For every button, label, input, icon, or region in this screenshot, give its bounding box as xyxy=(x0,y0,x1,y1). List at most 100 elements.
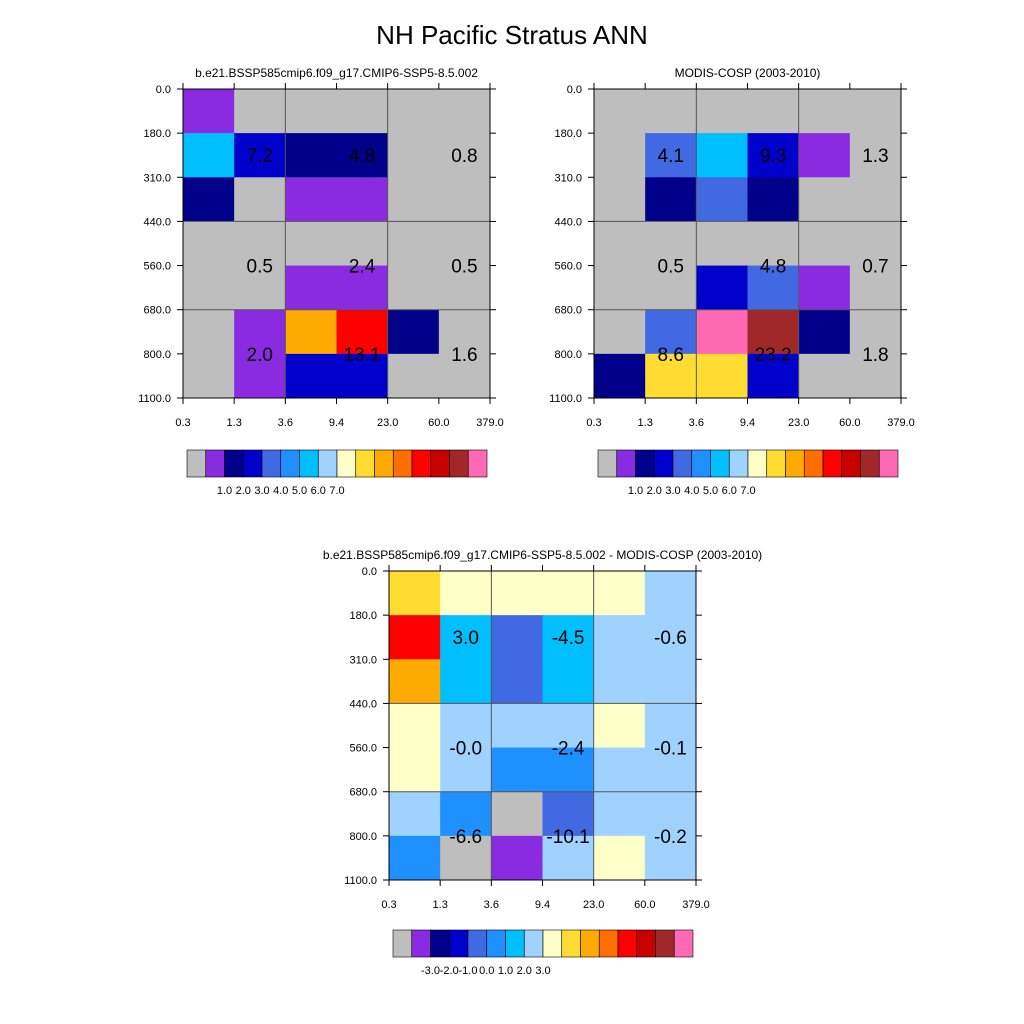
heatmap-cell xyxy=(542,747,595,793)
colorbar: 1.0 2.0 3.0 4.0 5.0 6.0 7.0 xyxy=(186,449,488,497)
colorbar-swatch xyxy=(597,449,618,478)
heatmap-cell xyxy=(438,133,491,178)
block-value-label: 4.8 xyxy=(349,146,375,167)
heatmap-cell xyxy=(234,265,286,311)
heatmap-cell xyxy=(285,133,337,178)
heatmap-cell xyxy=(438,177,491,222)
colorbar-swatch xyxy=(430,929,450,958)
colorbar-swatch xyxy=(467,929,488,958)
block-value-label: -0.1 xyxy=(654,739,687,760)
y-tick-label: 560.0 xyxy=(349,743,377,755)
x-tick-label: 23.0 xyxy=(583,899,604,911)
heatmap-cell xyxy=(389,703,441,749)
heatmap-cell xyxy=(747,353,800,399)
colorbar-label: 6.0 xyxy=(311,485,326,497)
heatmap-cell xyxy=(389,835,441,881)
heatmap-cell xyxy=(336,265,389,311)
heatmap-cell xyxy=(594,89,646,134)
x-tick-label: 1.3 xyxy=(433,899,448,911)
colorbar-swatch xyxy=(785,449,805,478)
heatmap-cell xyxy=(440,571,492,616)
heatmap-cell xyxy=(645,309,697,355)
heatmap-cell xyxy=(593,703,646,749)
heatmap-cell xyxy=(645,177,697,222)
colorbar-label: 3.0 xyxy=(254,485,269,497)
heatmap-cell xyxy=(849,309,902,355)
y-tick-label: 800.0 xyxy=(143,349,171,361)
figure-title: NH Pacific Stratus ANN xyxy=(376,20,648,50)
colorbar-label: 0.0 xyxy=(479,965,494,977)
heatmap-cell xyxy=(438,221,491,267)
block-value-label: 0.8 xyxy=(451,146,477,167)
colorbar-label: 1.0 xyxy=(217,485,232,497)
heatmap-cell xyxy=(389,615,441,660)
colorbar-swatch xyxy=(355,449,375,478)
colorbar-swatch xyxy=(486,929,506,958)
y-tick-label: 800.0 xyxy=(349,831,377,843)
colorbar-swatch xyxy=(580,929,600,958)
colorbar-swatch xyxy=(672,449,693,478)
heatmap-cell xyxy=(593,747,646,793)
heatmap-cell xyxy=(285,221,337,267)
heatmap-cell xyxy=(440,703,492,749)
heatmap-cell xyxy=(798,309,851,355)
heatmap-cell xyxy=(183,89,235,134)
heatmap-cell xyxy=(387,177,440,222)
colorbar-swatch xyxy=(299,449,319,478)
heatmap-cell xyxy=(696,177,748,222)
y-tick-label: 310.0 xyxy=(143,172,171,184)
y-tick-label: 180.0 xyxy=(554,128,582,140)
colorbar-swatch xyxy=(860,449,880,478)
heatmap-cell xyxy=(542,571,595,616)
heatmap-cell xyxy=(438,265,491,311)
block-value-label: 0.5 xyxy=(451,257,477,278)
colorbar-swatch xyxy=(242,449,263,478)
heatmap-cell xyxy=(234,309,286,355)
y-tick-label: 1100.0 xyxy=(549,393,582,405)
colorbar-swatch xyxy=(224,449,244,478)
heatmap-cell xyxy=(440,659,492,704)
colorbar-swatch xyxy=(635,449,655,478)
heatmap-cell xyxy=(491,703,543,749)
y-tick-label: 440.0 xyxy=(143,216,171,228)
colorbar-swatch xyxy=(374,449,394,478)
heatmap-cell xyxy=(542,791,595,837)
colorbar-swatch xyxy=(467,449,488,478)
heatmap-cell xyxy=(696,353,748,399)
panel-title: b.e21.BSSP585cmip6.f09_g17.CMIP6-SSP5-8.… xyxy=(323,548,762,562)
colorbar-swatch xyxy=(598,929,619,958)
heatmap-cell xyxy=(183,265,235,311)
heatmap-cell xyxy=(285,265,337,311)
heatmap-cell xyxy=(747,309,800,355)
heatmap-cell xyxy=(645,221,697,267)
heatmap-cell xyxy=(594,177,646,222)
colorbar-swatch xyxy=(411,929,431,958)
heatmap-cell xyxy=(645,89,697,134)
x-tick-label: 60.0 xyxy=(428,417,449,429)
block-value-label: -0.2 xyxy=(654,827,687,848)
colorbar-label: 2.0 xyxy=(517,965,532,977)
heatmap-cell xyxy=(747,265,800,311)
heatmap-cell xyxy=(594,133,646,178)
block-value-label: -0.6 xyxy=(654,628,687,649)
x-tick-label: 0.3 xyxy=(381,899,396,911)
colorbar-label: 5.0 xyxy=(292,485,307,497)
colorbar: 1.0 2.0 3.0 4.0 5.0 6.0 7.0 xyxy=(597,449,899,497)
colorbar-swatch xyxy=(822,449,843,478)
heatmap-cell xyxy=(849,89,902,134)
y-tick-label: 180.0 xyxy=(143,128,171,140)
colorbar-label: 7.0 xyxy=(329,485,344,497)
block-value-label: 2.4 xyxy=(349,257,376,278)
y-tick-label: 680.0 xyxy=(554,305,582,317)
y-tick-label: 680.0 xyxy=(143,305,171,317)
heatmap-cell xyxy=(594,221,646,267)
heatmap-cell xyxy=(747,133,800,178)
colorbar-label: 5.0 xyxy=(703,485,718,497)
colorbar-label: 1.0 xyxy=(628,485,643,497)
y-tick-label: 0.0 xyxy=(156,84,171,96)
x-tick-label: 379.0 xyxy=(887,417,915,429)
colorbar-swatch xyxy=(186,449,207,478)
heatmap-cell xyxy=(644,791,697,837)
heatmap-cell xyxy=(285,177,337,222)
